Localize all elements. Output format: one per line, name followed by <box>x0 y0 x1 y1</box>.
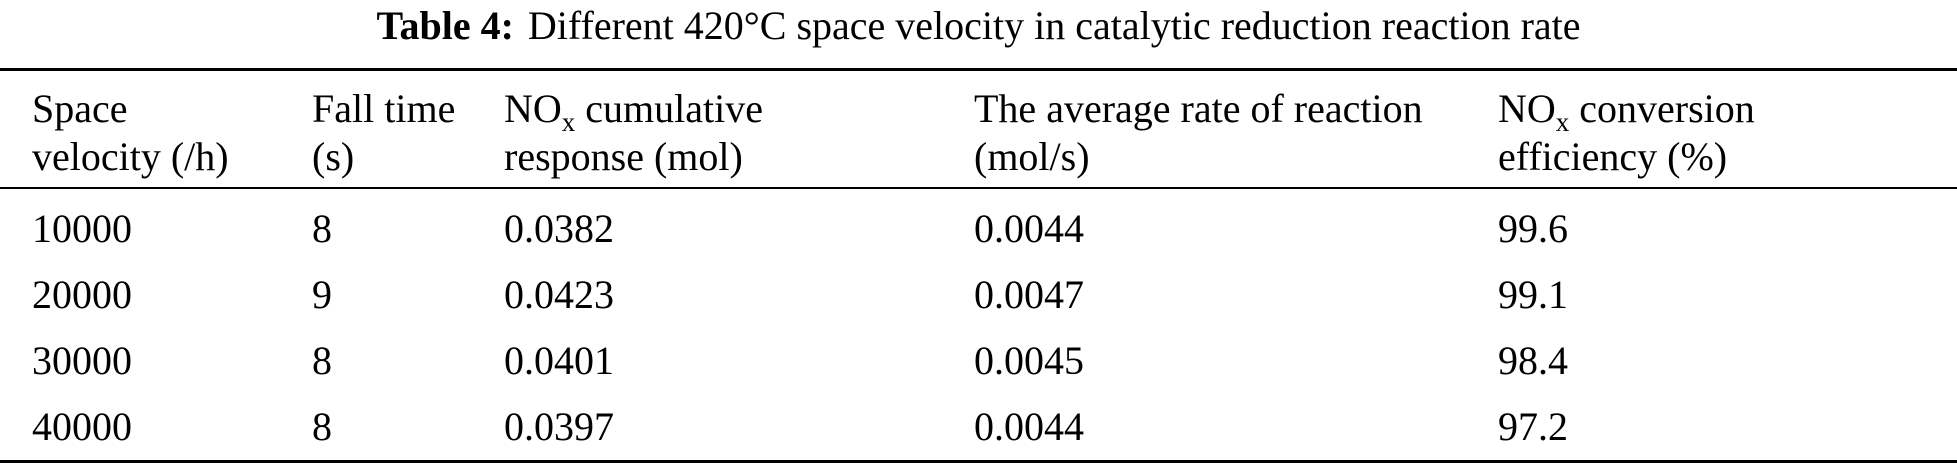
table-row: 20000 9 0.0423 0.0047 99.1 <box>0 253 1957 319</box>
cell-nox-cumulative: 0.0423 <box>504 272 614 317</box>
cell-conversion-efficiency: 98.4 <box>1498 338 1568 383</box>
table-caption-text: Different 420°C space velocity in cataly… <box>527 3 1581 48</box>
header-nox-cumulative-response: NOx cumulative response (mol) <box>504 86 763 179</box>
cell-average-rate: 0.0045 <box>974 338 1084 383</box>
table-caption-label: Table 4: <box>376 3 514 48</box>
cell-fall-time: 8 <box>312 404 332 449</box>
cell-space-velocity: 30000 <box>32 338 132 383</box>
header-space-velocity: Space velocity (/h) <box>32 86 229 179</box>
cell-nox-cumulative: 0.0382 <box>504 206 614 251</box>
data-table: Space velocity (/h) Fall time (s) NOx cumu… <box>0 71 1957 451</box>
table-top-rule <box>0 68 1957 71</box>
cell-fall-time: 8 <box>312 338 332 383</box>
table-row: 40000 8 0.0397 0.0044 97.2 <box>0 385 1957 451</box>
header-fall-time: Fall time (s) <box>312 86 456 179</box>
cell-conversion-efficiency: 99.6 <box>1498 206 1568 251</box>
cell-conversion-efficiency: 97.2 <box>1498 404 1568 449</box>
table-header-rule <box>0 187 1957 189</box>
cell-average-rate: 0.0044 <box>974 206 1084 251</box>
table-header-row: Space velocity (/h) Fall time (s) NOx cumu… <box>0 71 1957 187</box>
table-row: 30000 8 0.0401 0.0045 98.4 <box>0 319 1957 385</box>
cell-average-rate: 0.0047 <box>974 272 1084 317</box>
cell-average-rate: 0.0044 <box>974 404 1084 449</box>
table-bottom-rule <box>0 460 1957 463</box>
cell-space-velocity: 20000 <box>32 272 132 317</box>
cell-fall-time: 8 <box>312 206 332 251</box>
cell-nox-cumulative: 0.0397 <box>504 404 614 449</box>
cell-space-velocity: 40000 <box>32 404 132 449</box>
table-caption: Table 4: Different 420°C space velocity i… <box>0 2 1957 50</box>
header-nox-conversion-efficiency: NOx conversion efficiency (%) <box>1498 86 1755 179</box>
cell-space-velocity: 10000 <box>32 206 132 251</box>
header-average-reaction-rate: The average rate of reaction (mol/s) <box>974 86 1423 179</box>
table-row: 10000 8 0.0382 0.0044 99.6 <box>0 187 1957 253</box>
cell-fall-time: 9 <box>312 272 332 317</box>
cell-nox-cumulative: 0.0401 <box>504 338 614 383</box>
cell-conversion-efficiency: 99.1 <box>1498 272 1568 317</box>
